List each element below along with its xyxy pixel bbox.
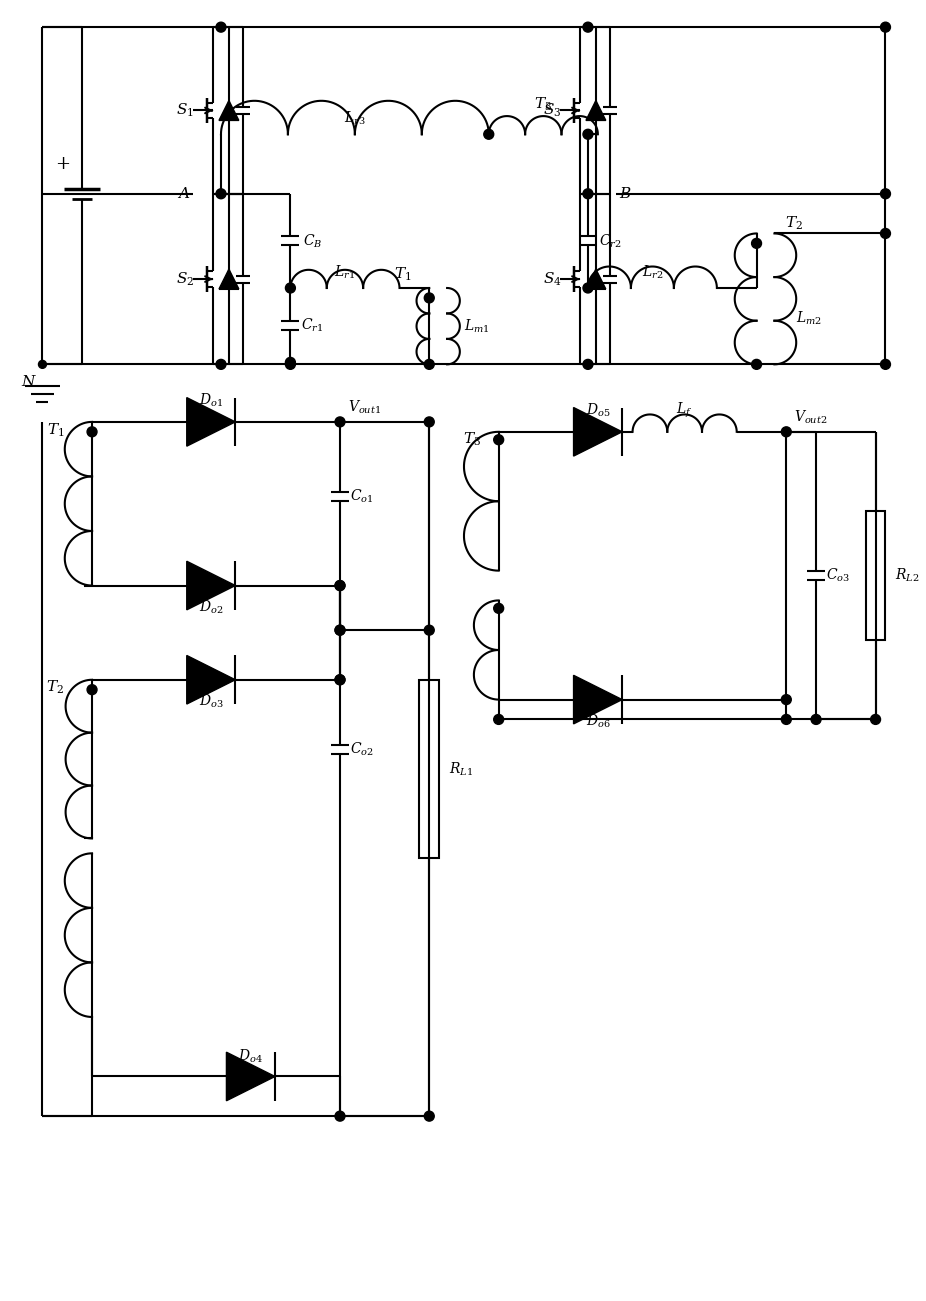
Text: A: A bbox=[178, 187, 189, 200]
Circle shape bbox=[752, 238, 761, 248]
Text: $T_1$: $T_1$ bbox=[394, 265, 411, 282]
Circle shape bbox=[483, 129, 494, 139]
Circle shape bbox=[335, 675, 345, 684]
Circle shape bbox=[494, 435, 504, 445]
Text: $L_f$: $L_f$ bbox=[676, 401, 693, 420]
Circle shape bbox=[583, 189, 593, 199]
Circle shape bbox=[285, 359, 295, 369]
Circle shape bbox=[335, 416, 345, 427]
Polygon shape bbox=[187, 398, 235, 446]
Text: $T_3$: $T_3$ bbox=[534, 96, 552, 113]
Text: $C_{o2}$: $C_{o2}$ bbox=[350, 740, 374, 758]
Text: $T_2$: $T_2$ bbox=[785, 215, 803, 232]
Circle shape bbox=[494, 714, 504, 725]
Circle shape bbox=[881, 359, 891, 369]
Circle shape bbox=[424, 416, 434, 427]
Text: $T_1$: $T_1$ bbox=[46, 422, 64, 438]
Circle shape bbox=[335, 626, 345, 635]
Circle shape bbox=[39, 360, 46, 368]
Text: $C_{r1}$: $C_{r1}$ bbox=[301, 316, 323, 334]
Polygon shape bbox=[586, 269, 606, 289]
Text: $V_{out2}$: $V_{out2}$ bbox=[795, 409, 828, 425]
Circle shape bbox=[424, 1111, 434, 1121]
Text: $C_{r2}$: $C_{r2}$ bbox=[598, 232, 621, 250]
Polygon shape bbox=[187, 561, 235, 610]
Text: $T_3$: $T_3$ bbox=[463, 431, 481, 449]
Circle shape bbox=[424, 359, 434, 369]
Text: $D_{o3}$: $D_{o3}$ bbox=[199, 693, 223, 710]
Polygon shape bbox=[187, 656, 235, 704]
Circle shape bbox=[87, 427, 97, 437]
Text: $D_{o5}$: $D_{o5}$ bbox=[585, 401, 610, 419]
Text: $L_{r3}$: $L_{r3}$ bbox=[344, 109, 366, 127]
Bar bbox=[419, 679, 439, 859]
Text: $V_{out1}$: $V_{out1}$ bbox=[348, 398, 381, 416]
Circle shape bbox=[583, 129, 593, 139]
Text: $T_2$: $T_2$ bbox=[46, 679, 64, 696]
Circle shape bbox=[335, 626, 345, 635]
Text: $S_1$: $S_1$ bbox=[176, 101, 194, 120]
Text: $C_{o1}$: $C_{o1}$ bbox=[350, 488, 373, 505]
Circle shape bbox=[335, 675, 345, 684]
Circle shape bbox=[424, 293, 434, 303]
Circle shape bbox=[583, 22, 593, 33]
Text: $C_B$: $C_B$ bbox=[303, 232, 322, 250]
Circle shape bbox=[285, 284, 295, 293]
Text: $S_2$: $S_2$ bbox=[176, 271, 194, 288]
Polygon shape bbox=[573, 675, 622, 723]
Polygon shape bbox=[573, 407, 622, 457]
Circle shape bbox=[216, 22, 226, 33]
Circle shape bbox=[782, 695, 791, 705]
Text: $L_{r2}$: $L_{r2}$ bbox=[642, 263, 663, 281]
Circle shape bbox=[782, 427, 791, 437]
Circle shape bbox=[870, 714, 881, 725]
Circle shape bbox=[494, 604, 504, 613]
Text: $L_{r1}$: $L_{r1}$ bbox=[334, 263, 356, 281]
Circle shape bbox=[424, 626, 434, 635]
Text: $D_{o6}$: $D_{o6}$ bbox=[585, 713, 610, 730]
Circle shape bbox=[782, 714, 791, 725]
Circle shape bbox=[881, 189, 891, 199]
Circle shape bbox=[752, 359, 761, 369]
Bar bbox=[866, 511, 885, 640]
Text: $D_{o1}$: $D_{o1}$ bbox=[199, 392, 223, 409]
Circle shape bbox=[881, 22, 891, 33]
Circle shape bbox=[216, 359, 226, 369]
Text: $D_{o4}$: $D_{o4}$ bbox=[238, 1047, 263, 1066]
Text: $L_{m2}$: $L_{m2}$ bbox=[796, 310, 822, 328]
Circle shape bbox=[87, 684, 97, 695]
Circle shape bbox=[335, 580, 345, 591]
Circle shape bbox=[216, 189, 226, 199]
Circle shape bbox=[811, 714, 821, 725]
Circle shape bbox=[335, 1111, 345, 1121]
Text: B: B bbox=[619, 187, 631, 200]
Text: N: N bbox=[21, 375, 34, 389]
Polygon shape bbox=[219, 100, 239, 121]
Circle shape bbox=[285, 358, 295, 367]
Circle shape bbox=[583, 359, 593, 369]
Polygon shape bbox=[586, 100, 606, 121]
Text: $L_{m1}$: $L_{m1}$ bbox=[464, 317, 490, 334]
Polygon shape bbox=[219, 269, 239, 289]
Text: $S_4$: $S_4$ bbox=[543, 271, 561, 288]
Text: $R_{L2}$: $R_{L2}$ bbox=[895, 567, 920, 584]
Circle shape bbox=[335, 580, 345, 591]
Text: $R_{L1}$: $R_{L1}$ bbox=[449, 760, 473, 778]
Circle shape bbox=[583, 284, 593, 293]
Text: $C_{o3}$: $C_{o3}$ bbox=[826, 567, 850, 584]
Text: $D_{o2}$: $D_{o2}$ bbox=[199, 598, 223, 617]
Polygon shape bbox=[227, 1053, 275, 1101]
Text: $S_3$: $S_3$ bbox=[543, 101, 561, 120]
Text: +: + bbox=[55, 155, 69, 173]
Circle shape bbox=[881, 229, 891, 238]
